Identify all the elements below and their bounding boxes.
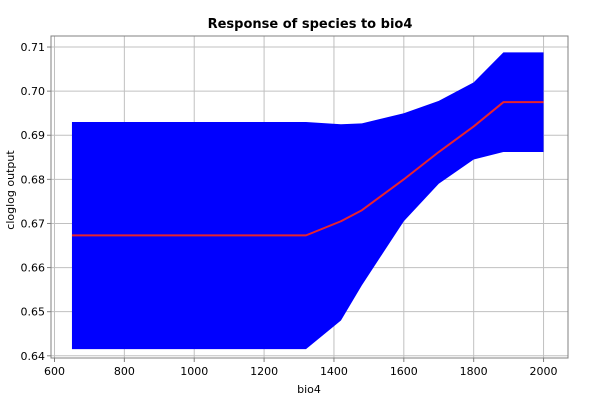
x-tick-label: 2000	[530, 365, 558, 378]
y-tick-label: 0.64	[21, 350, 46, 363]
x-axis-label: bio4	[297, 383, 321, 396]
tick-marks: 600 800 1000 1200 1400 1600 1800 2000 0.64 0.65 0.…	[21, 41, 558, 378]
confidence-band	[71, 52, 544, 350]
response-line	[71, 101, 544, 237]
x-tick-label: 800	[114, 365, 135, 378]
y-tick-label: 0.66	[21, 262, 46, 275]
x-tick-label: 1200	[250, 365, 278, 378]
y-tick-label: 0.65	[21, 306, 46, 319]
y-tick-label: 0.69	[21, 129, 46, 142]
x-tick-label: 600	[44, 365, 65, 378]
y-tick-label: 0.70	[21, 85, 46, 98]
plot-area	[71, 52, 544, 350]
axes	[50, 35, 569, 359]
plot-frame	[50, 35, 569, 359]
x-tick-label: 1800	[460, 365, 488, 378]
y-tick-label: 0.67	[21, 217, 46, 230]
y-tick-label: 0.68	[21, 173, 46, 186]
chart-title: Response of species to bio4	[208, 17, 413, 32]
y-tick-label: 0.71	[21, 41, 46, 54]
x-tick-label: 1000	[180, 365, 208, 378]
x-tick-label: 1600	[390, 365, 418, 378]
y-axis-label: cloglog output	[4, 150, 17, 230]
x-tick-label: 1400	[320, 365, 348, 378]
